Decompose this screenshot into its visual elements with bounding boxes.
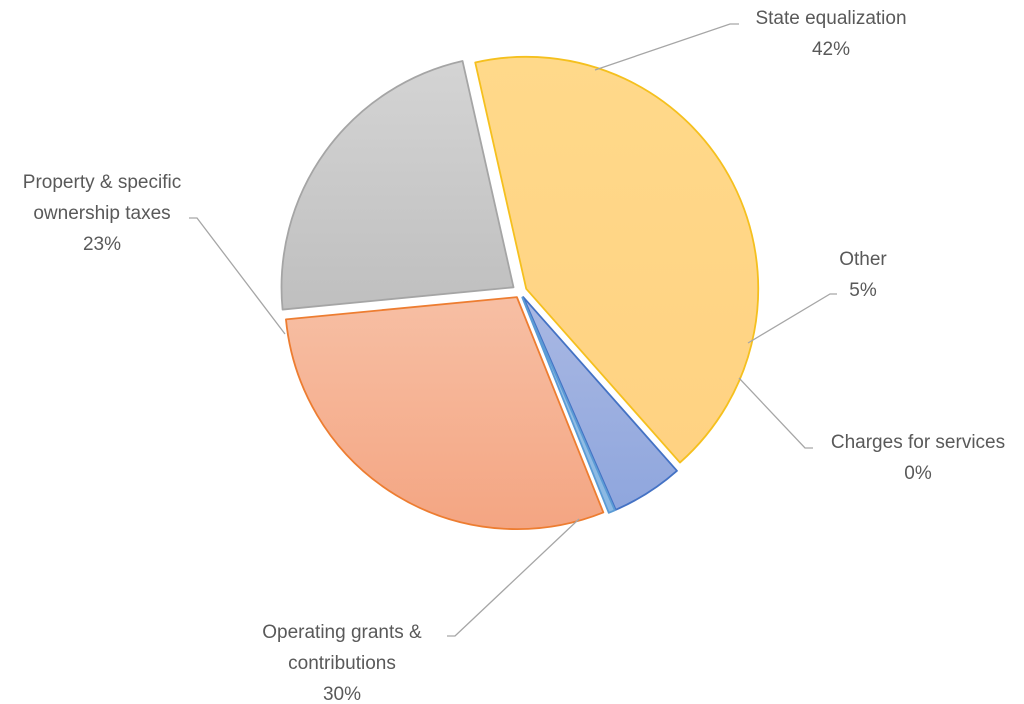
slice-percent-property-specific-ownership-taxes: 23% xyxy=(83,234,121,255)
leader-line-operating-grants-contributions xyxy=(447,518,580,637)
pie-slices xyxy=(280,55,760,531)
slice-label-line: Property & specific xyxy=(23,172,181,193)
slice-label-property-specific-ownership-taxes: Property & specific ownership taxes 23% xyxy=(23,172,181,255)
pie-slice-charges-for-services xyxy=(521,296,616,514)
pie-slice-other xyxy=(522,296,678,511)
slice-labels: State equalization 42% Other 5% Charges for … xyxy=(23,8,1005,704)
slice-percent-state-equalization: 42% xyxy=(812,39,850,60)
slice-label-line: Charges for services xyxy=(831,432,1005,453)
slice-percent-charges-for-services: 0% xyxy=(904,463,932,484)
pie-slice-operating-grants-contributions xyxy=(285,296,605,531)
leader-line-other xyxy=(747,293,837,344)
slice-label-state-equalization: State equalization 42% xyxy=(755,8,906,60)
slice-label-line: State equalization xyxy=(755,8,906,29)
slice-percent-operating-grants-contributions: 30% xyxy=(323,684,361,704)
slice-label-operating-grants-contributions: Operating grants & contributions 30% xyxy=(262,622,422,704)
slice-label-line: Operating grants & xyxy=(262,622,422,643)
slice-label-line: contributions xyxy=(288,653,396,674)
leader-line-charges-for-services xyxy=(738,377,813,449)
leader-line-state-equalization xyxy=(594,23,739,71)
slice-percent-other: 5% xyxy=(849,280,877,301)
leader-line-property-specific-ownership-taxes xyxy=(189,217,286,335)
pie-slice-state-equalization xyxy=(474,55,760,464)
leader-lines xyxy=(189,23,837,637)
slice-label-line: Other xyxy=(839,249,887,270)
slice-label-line: ownership taxes xyxy=(33,203,170,224)
slice-label-charges-for-services: Charges for services 0% xyxy=(831,432,1005,484)
slice-label-other: Other 5% xyxy=(839,249,887,301)
pie-slice-property-specific-ownership-taxes xyxy=(280,60,515,311)
